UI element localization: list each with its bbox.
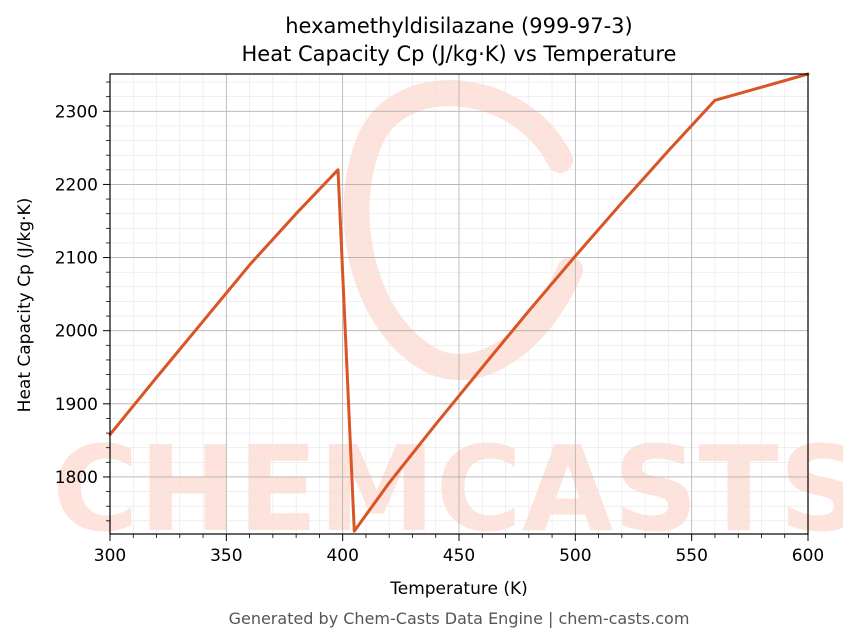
x-tick-label: 450 bbox=[443, 546, 475, 566]
axis-ticks bbox=[103, 81, 809, 541]
x-tick-label: 600 bbox=[792, 546, 824, 566]
chart-title-line1: hexamethyldisilazane (999-97-3) bbox=[285, 14, 632, 38]
tick-labels: 300 350 400 450 500 550 600 1800 1900 2000 2100 220… bbox=[55, 102, 824, 566]
y-tick-label: 2000 bbox=[55, 322, 98, 342]
y-tick-label: 1800 bbox=[55, 468, 98, 488]
y-axis-label: Heat Capacity Cp (J/kg·K) bbox=[15, 198, 35, 413]
x-tick-label: 350 bbox=[210, 546, 242, 566]
watermark-text: CHEMCASTS bbox=[52, 420, 843, 558]
chart-title-line2: Heat Capacity Cp (J/kg·K) vs Temperature bbox=[242, 42, 677, 66]
y-tick-label: 2200 bbox=[55, 175, 98, 195]
y-tick-label: 1900 bbox=[55, 395, 98, 415]
x-tick-label: 400 bbox=[326, 546, 358, 566]
series-layer bbox=[108, 72, 810, 533]
chemcasts-watermark: CHEMCASTS bbox=[52, 80, 843, 558]
y-tick-label: 2300 bbox=[55, 102, 98, 122]
y-tick-label: 2100 bbox=[55, 249, 98, 269]
x-axis-label: Temperature (K) bbox=[389, 579, 528, 599]
x-tick-label: 550 bbox=[675, 546, 707, 566]
series-line bbox=[108, 72, 810, 533]
x-tick-label: 300 bbox=[94, 546, 126, 566]
footer-credit: Generated by Chem-Casts Data Engine | ch… bbox=[229, 609, 690, 628]
x-tick-label: 500 bbox=[559, 546, 591, 566]
watermark-swirl bbox=[343, 80, 583, 380]
